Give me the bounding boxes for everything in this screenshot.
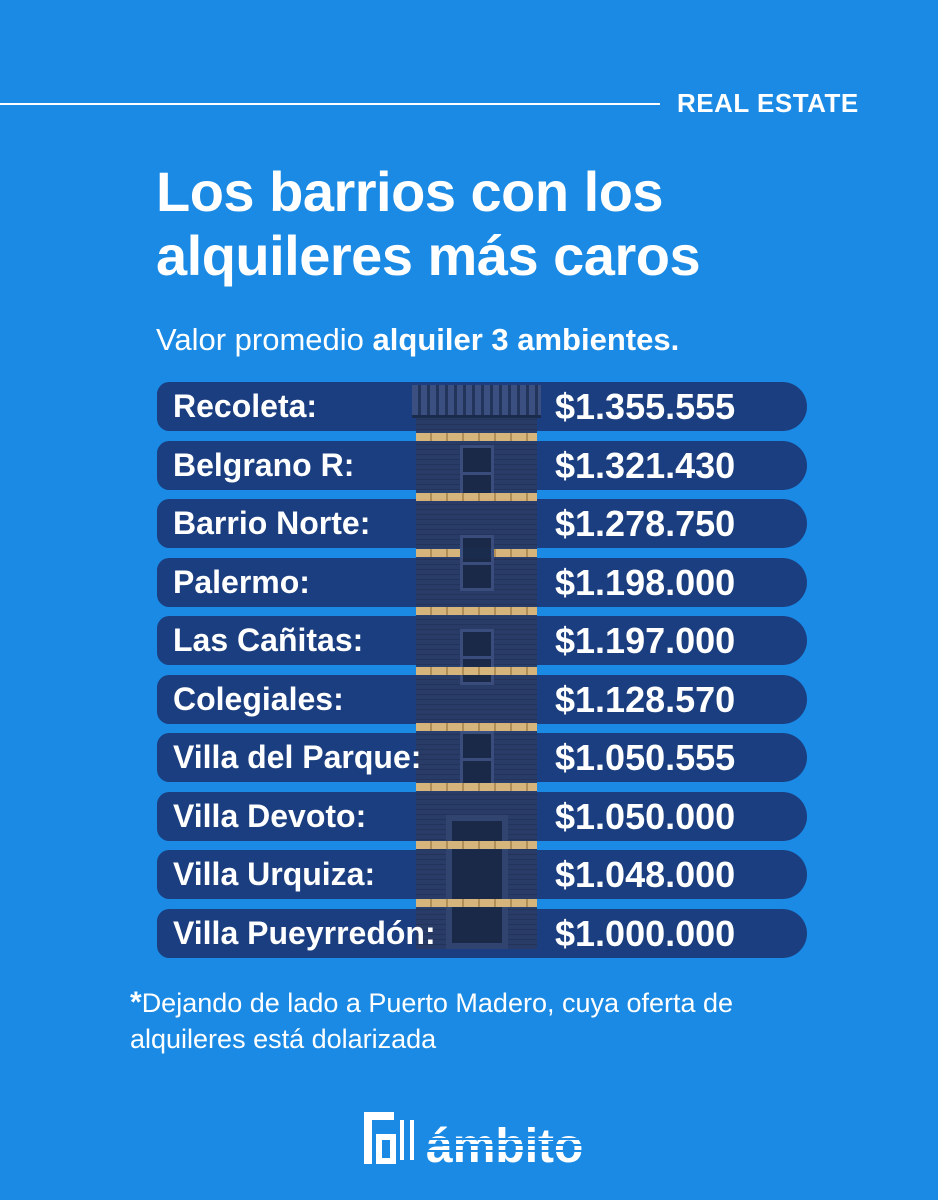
building-band xyxy=(416,841,537,849)
neighborhood-name: Palermo: xyxy=(173,563,310,600)
building-window xyxy=(460,535,494,591)
building-window xyxy=(460,445,494,501)
rent-price: $1.278.750 xyxy=(555,503,736,544)
building-band xyxy=(416,493,537,501)
building-band xyxy=(416,783,537,791)
building-illustration xyxy=(412,385,541,949)
section-label: REAL ESTATE xyxy=(677,88,859,118)
rent-price: $1.321.430 xyxy=(555,444,736,486)
footnote: *Dejando de lado a Puerto Madero, cuya o… xyxy=(130,985,850,1057)
neighborhood-name: Recoleta: xyxy=(173,388,318,424)
building-band xyxy=(416,607,537,615)
neighborhood-name: Barrio Norte: xyxy=(173,505,371,541)
neighborhood-name: Las Cañitas: xyxy=(173,622,364,658)
header-rule xyxy=(0,103,660,105)
page-title: Los barrios con los alquileres más caros xyxy=(156,160,701,287)
logo-stripes xyxy=(426,1138,602,1152)
building-band xyxy=(416,723,537,731)
building-window xyxy=(460,629,494,685)
rent-price: $1.355.555 xyxy=(555,386,736,427)
building-door xyxy=(446,815,508,949)
rent-price: $1.050.000 xyxy=(555,795,736,837)
rent-price: $1.197.000 xyxy=(555,620,736,661)
neighborhood-name: Villa Pueyrredón: xyxy=(173,914,436,951)
building-cornice xyxy=(412,385,541,418)
subtitle: Valor promedio alquiler 3 ambientes. xyxy=(156,320,679,360)
building-window xyxy=(460,731,494,787)
neighborhood-name: Villa Devoto: xyxy=(173,797,367,834)
neighborhood-name: Colegiales: xyxy=(173,680,344,717)
rent-price: $1.048.000 xyxy=(555,854,736,895)
neighborhood-name: Villa del Parque: xyxy=(173,739,422,775)
ambito-logo: ámbito xyxy=(364,1112,602,1168)
building-band xyxy=(416,433,537,441)
footnote-asterisk: * xyxy=(130,986,142,1019)
neighborhood-name: Belgrano R: xyxy=(173,446,355,483)
subtitle-lead: Valor promedio xyxy=(156,322,373,357)
rent-price: $1.000.000 xyxy=(555,912,736,954)
neighborhood-name: Villa Urquiza: xyxy=(173,856,376,892)
rent-price: $1.050.555 xyxy=(555,737,736,778)
subtitle-emphasis: alquiler 3 ambientes. xyxy=(372,322,680,357)
rent-price: $1.198.000 xyxy=(555,561,736,603)
building-band xyxy=(416,667,537,675)
footnote-text: Dejando de lado a Puerto Madero, cuya of… xyxy=(130,988,734,1054)
table-row: Barrio Norte: $1.278.750 xyxy=(157,499,807,548)
logo-mark xyxy=(364,1112,414,1164)
rent-price: $1.128.570 xyxy=(555,678,736,720)
building-band xyxy=(416,899,537,907)
